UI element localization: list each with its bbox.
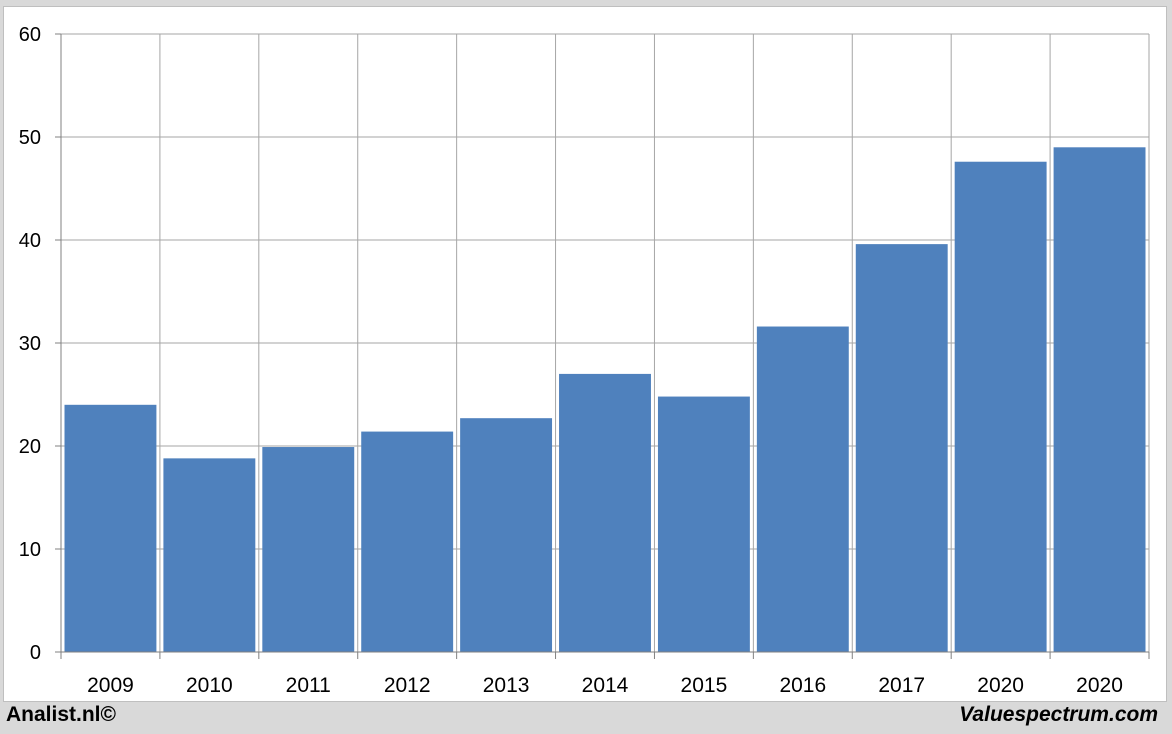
x-category-label: 2009: [87, 674, 134, 697]
bar-layer: [64, 147, 1146, 653]
bar-8: [855, 244, 948, 652]
bar-7: [756, 326, 849, 652]
bar-chart: 0 10 20 30 40 50 60 2009 2010 2011 2012 2013 2014 201…: [19, 24, 1150, 697]
y-tick-label: 20: [19, 436, 41, 458]
bar-4: [460, 418, 553, 652]
bar-9: [954, 161, 1047, 652]
x-category-label: 2013: [483, 674, 530, 697]
bar-1: [163, 458, 256, 652]
x-category-label: 2017: [878, 674, 925, 697]
x-category-label: 2012: [384, 674, 431, 697]
y-tick-label: 30: [19, 333, 41, 355]
source-credit-right: Valuespectrum.com: [959, 703, 1158, 726]
bar-10: [1053, 147, 1146, 653]
bar-0: [64, 404, 157, 652]
x-category-label: 2014: [582, 674, 629, 697]
x-category-label: 2015: [681, 674, 728, 697]
x-category-label: 2010: [186, 674, 233, 697]
y-tick-label: 40: [19, 230, 41, 252]
bar-6: [657, 396, 750, 652]
bar-3: [361, 431, 454, 652]
y-tick-label: 10: [19, 539, 41, 561]
y-tick-label: 0: [30, 642, 41, 664]
label-layer: 0 10 20 30 40 50 60 2009 2010 2011 2012 2013 2014 201…: [19, 24, 1123, 697]
y-tick-label: 50: [19, 127, 41, 149]
x-category-label: 2016: [779, 674, 826, 697]
x-category-label: 2011: [286, 674, 331, 697]
axis-layer: [55, 33, 1150, 659]
y-tick-label: 60: [19, 24, 41, 46]
bar-5: [559, 373, 651, 652]
x-category-label: 2020: [1076, 674, 1123, 697]
x-category-label: 2020: [977, 674, 1024, 697]
source-credit-left: Analist.nl©: [6, 703, 116, 726]
bar-2: [262, 447, 355, 652]
